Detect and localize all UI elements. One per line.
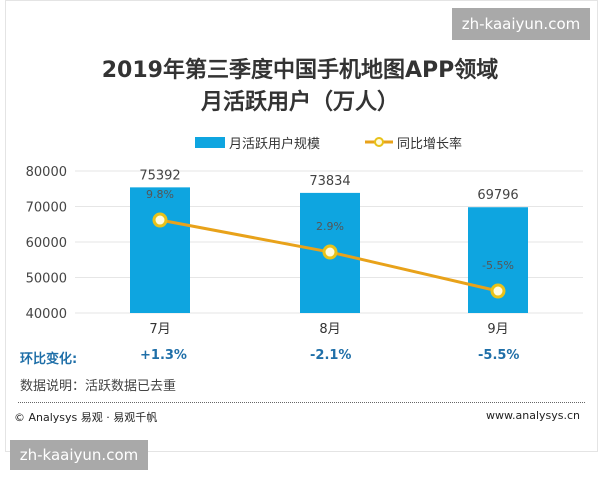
footer-copyright: © Analysys 易观 · 易观千帆 — [14, 411, 158, 424]
mom-value-9: -5.5% — [478, 348, 520, 363]
growth-point — [322, 244, 338, 260]
y-tick-label: 40000 — [26, 307, 67, 322]
x-tick-label: 7月 — [149, 322, 170, 337]
bar-value-label: 73834 — [309, 174, 350, 189]
legend-bar-swatch — [195, 137, 225, 148]
growth-label: -5.5% — [482, 259, 514, 272]
legend-bar-label: 月活跃用户规模 — [229, 136, 320, 152]
mom-value-7: +1.3% — [140, 348, 187, 363]
legend-line-marker — [374, 137, 384, 147]
data-note: 数据说明：活跃数据已去重 — [20, 379, 177, 394]
chart-title-line1: 2019年第三季度中国手机地图APP领域 — [101, 58, 499, 83]
growth-point — [490, 283, 506, 299]
y-tick-label: 60000 — [26, 236, 67, 251]
y-tick-label: 80000 — [26, 165, 67, 180]
bar-value-label: 75392 — [139, 168, 180, 183]
y-tick-label: 70000 — [26, 201, 67, 216]
watermark-bottom: zh-kaaiyun.com — [10, 440, 148, 470]
x-tick-label: 8月 — [319, 322, 340, 337]
chart-title-line2: 月活跃用户（万人） — [200, 90, 399, 115]
x-tick-label: 9月 — [487, 322, 508, 337]
y-tick-label: 50000 — [26, 272, 67, 287]
watermark-top: zh-kaaiyun.com — [452, 8, 590, 40]
mom-label: 环比变化: — [20, 352, 78, 367]
growth-point — [152, 212, 168, 228]
divider — [18, 402, 585, 403]
mom-value-8: -2.1% — [310, 348, 352, 363]
bar-7月 — [130, 187, 190, 313]
growth-label: 2.9% — [316, 220, 344, 233]
legend-line-label: 同比增长率 — [397, 136, 462, 152]
growth-label: 9.8% — [146, 188, 174, 201]
footer-url: www.analysys.cn — [486, 409, 580, 422]
bar-value-label: 69796 — [477, 188, 518, 203]
